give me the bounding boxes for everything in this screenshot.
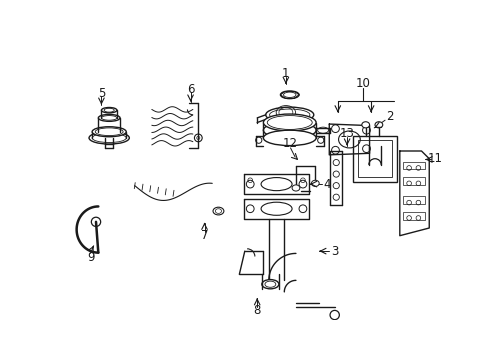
Ellipse shape: [101, 108, 117, 113]
Ellipse shape: [92, 127, 126, 137]
Bar: [402, 212, 424, 220]
Ellipse shape: [89, 132, 129, 144]
Text: 6: 6: [186, 83, 194, 96]
Ellipse shape: [263, 122, 315, 139]
Ellipse shape: [338, 131, 360, 148]
Ellipse shape: [291, 185, 299, 191]
Ellipse shape: [261, 280, 278, 289]
Bar: [357, 140, 391, 177]
Text: 5: 5: [98, 87, 105, 100]
Text: 9: 9: [87, 251, 94, 264]
Ellipse shape: [311, 180, 319, 186]
Bar: [402, 197, 424, 204]
Ellipse shape: [261, 202, 291, 215]
Ellipse shape: [265, 107, 313, 122]
Ellipse shape: [263, 114, 315, 131]
Ellipse shape: [329, 310, 339, 320]
Ellipse shape: [261, 177, 291, 191]
Bar: [352, 136, 396, 182]
Text: 11: 11: [427, 152, 442, 165]
Ellipse shape: [374, 122, 382, 128]
Text: 13: 13: [339, 127, 354, 140]
Bar: [402, 162, 424, 170]
Text: 7: 7: [201, 229, 208, 242]
Ellipse shape: [98, 114, 120, 121]
Text: 4: 4: [323, 177, 330, 190]
Text: 12: 12: [283, 137, 297, 150]
Text: 8: 8: [253, 304, 261, 317]
Text: 10: 10: [355, 77, 370, 90]
Bar: [402, 177, 424, 185]
Ellipse shape: [263, 130, 315, 145]
Ellipse shape: [213, 207, 224, 215]
Text: 1: 1: [282, 67, 289, 81]
Text: 3: 3: [330, 244, 338, 258]
Text: 2: 2: [385, 110, 393, 123]
Ellipse shape: [280, 91, 299, 99]
Ellipse shape: [361, 122, 369, 128]
